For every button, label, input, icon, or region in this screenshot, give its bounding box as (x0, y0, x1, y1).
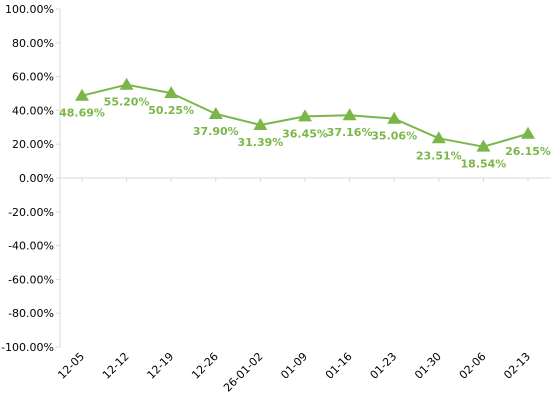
data-label: 18.54% (460, 158, 506, 171)
x-tick-label: 01-23 (368, 350, 400, 382)
x-axis: 12-05 12-12 12-19 12-26 26-01-02 01-09 01-16 01… (55, 177, 551, 395)
y-axis: 100.00% 80.00% 60.00% 40.00% 20.00% 0.00% -20.… (1, 3, 61, 354)
y-tick-label: 20.00% (12, 138, 54, 151)
data-label: 55.20% (104, 96, 150, 109)
y-tick-label: 40.00% (12, 104, 54, 117)
data-point-marker[interactable] (521, 126, 535, 139)
data-point-marker[interactable] (75, 88, 89, 101)
x-tick-label: 12-12 (100, 350, 132, 382)
x-tick-label: 02-06 (457, 350, 489, 382)
data-point-marker[interactable] (298, 109, 312, 122)
data-point-marker[interactable] (164, 86, 179, 99)
y-tick-label: -40.00% (8, 240, 54, 253)
y-tick-label: -60.00% (8, 273, 54, 286)
data-label: 31.39% (237, 136, 283, 149)
data-labels: 48.69%55.20%50.25% 37.90%31.39%36.45%37.1… (59, 96, 551, 171)
data-point-marker[interactable] (119, 77, 134, 90)
data-point-marker[interactable] (208, 106, 223, 119)
data-point-marker[interactable] (387, 111, 402, 124)
y-tick-label: 80.00% (12, 37, 54, 50)
x-tick-label: 02-13 (501, 350, 533, 382)
y-tick-label: -80.00% (8, 307, 54, 320)
data-point-marker[interactable] (431, 131, 446, 144)
data-label: 48.69% (59, 107, 105, 120)
data-point-marker[interactable] (476, 139, 491, 152)
y-tick-label: -100.00% (1, 341, 54, 354)
data-label: 35.06% (371, 130, 417, 143)
y-tick-label: 0.00% (19, 172, 54, 185)
data-label: 26.15% (505, 145, 551, 158)
x-tick-label: 26-01-02 (221, 350, 266, 395)
x-tick-label: 12-19 (145, 350, 177, 382)
data-point-marker[interactable] (253, 117, 268, 130)
series-line-group (75, 77, 535, 152)
x-tick-label: 01-30 (412, 350, 444, 382)
x-tick-label: 01-16 (323, 350, 355, 382)
x-tick-label: 01-09 (278, 350, 310, 382)
y-tick-label: 60.00% (12, 71, 54, 84)
data-label: 36.45% (282, 127, 328, 140)
x-tick-label: 12-26 (189, 350, 221, 382)
data-point-marker[interactable] (342, 108, 357, 121)
data-label: 37.90% (193, 125, 239, 138)
y-tick-label: 100.00% (5, 3, 54, 16)
data-label: 50.25% (148, 104, 194, 117)
y-tick-label: -20.00% (8, 206, 54, 219)
x-tick-label: 12-05 (55, 350, 87, 382)
data-label: 23.51% (416, 149, 462, 162)
data-label: 37.16% (327, 126, 373, 139)
